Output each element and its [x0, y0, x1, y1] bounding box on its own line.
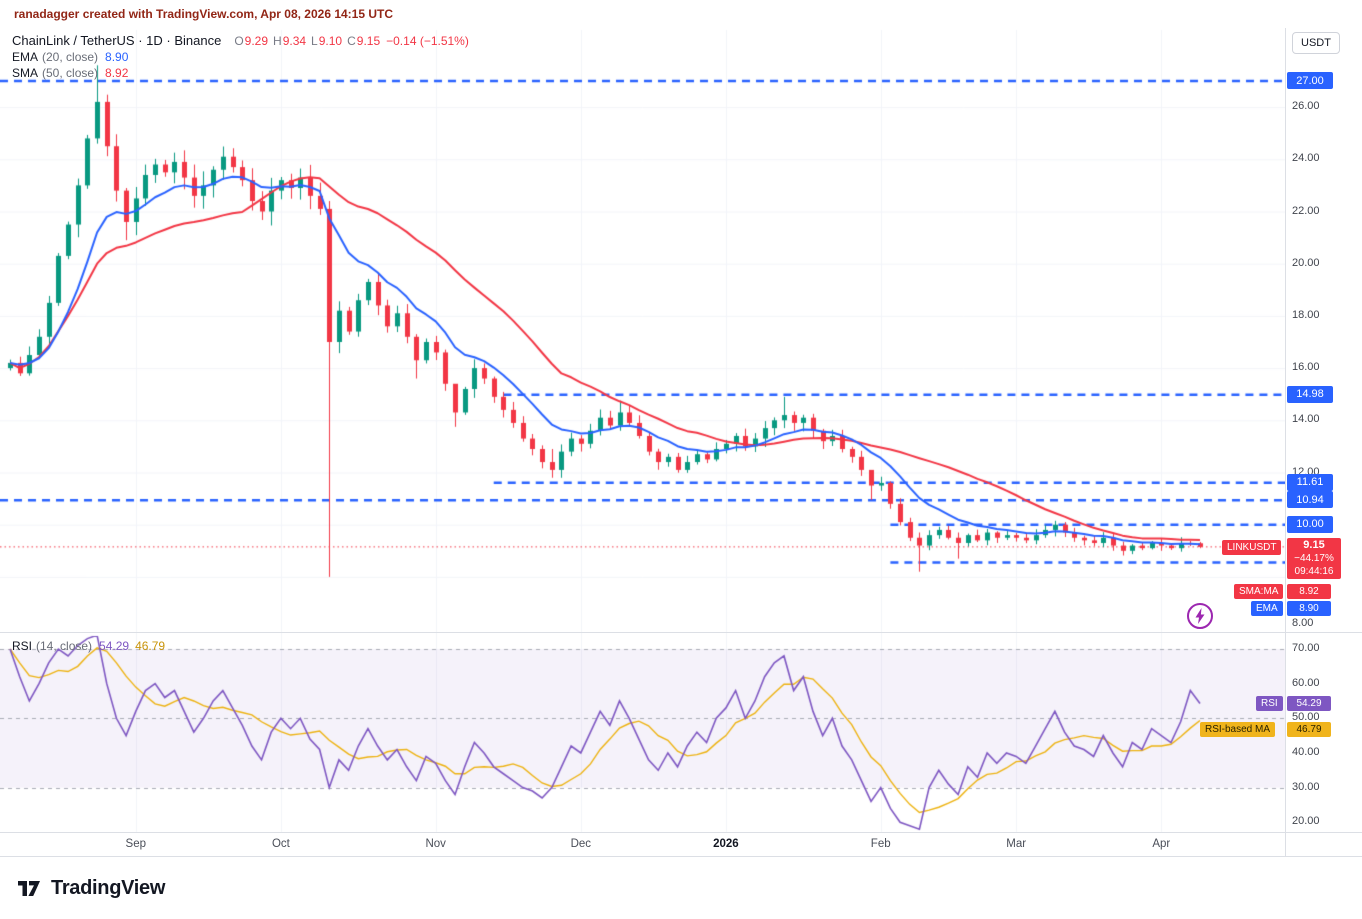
- price-tick-24: 24.00: [1292, 152, 1320, 165]
- price-tick-22: 22.00: [1292, 204, 1320, 217]
- symbol-price-line-tag: LINKUSDT: [1222, 540, 1282, 555]
- price-tick-8: 8.00: [1292, 617, 1314, 629]
- time-label-Sep[interactable]: Sep: [125, 838, 146, 850]
- chart-area: ChainLink / TetherUS · 1D · Binance O 9.…: [0, 0, 1362, 860]
- ema-axis-value: 8.90: [1287, 601, 1331, 616]
- ema-name: EMA: [12, 50, 39, 64]
- level-badge-10.00: 10.00: [1287, 515, 1333, 533]
- close-label: C: [347, 34, 356, 48]
- last-price-value: 9.15: [1303, 539, 1325, 551]
- rsi-value: 54.29: [99, 639, 130, 653]
- price-tick-26: 26.00: [1292, 100, 1320, 113]
- currency-axis-toggle[interactable]: USDT: [1292, 32, 1340, 54]
- ema-legend-row[interactable]: EMA (20, close) 8.90: [12, 49, 469, 65]
- price-tick-20: 20.00: [1292, 256, 1320, 269]
- ema-line-tag[interactable]: EMA: [1251, 601, 1283, 616]
- rsi-ma-line-tag[interactable]: RSI-based MA: [1200, 722, 1276, 737]
- ema-params: (20, close): [42, 50, 99, 64]
- price-tick-14: 14.00: [1292, 413, 1320, 426]
- level-badge-27.00: 27.00: [1287, 72, 1333, 89]
- close-value: 9.15: [356, 34, 381, 48]
- rsi-axis-value: 54.29: [1287, 696, 1331, 711]
- low-value: 9.10: [318, 34, 343, 48]
- rsi-params: (14, close): [36, 639, 93, 653]
- main-legend: ChainLink / TetherUS · 1D · Binance O 9.…: [12, 33, 469, 81]
- price-scale-separator[interactable]: [1285, 28, 1286, 856]
- rsi-tick-40: 40.00: [1292, 745, 1320, 758]
- time-label-Apr[interactable]: Apr: [1152, 838, 1171, 850]
- time-label-Mar[interactable]: Mar: [1006, 838, 1027, 850]
- level-badge-10.94: 10.94: [1287, 491, 1333, 509]
- open-value: 9.29: [244, 34, 269, 48]
- price-tick-18: 18.00: [1292, 308, 1320, 321]
- time-label-2026[interactable]: 2026: [713, 838, 739, 850]
- symbol-title[interactable]: ChainLink / TetherUS · 1D · Binance: [12, 33, 222, 48]
- change-value: −0.14 (−1.51%): [386, 34, 469, 48]
- quick-trade-lightning-icon[interactable]: [1186, 602, 1214, 630]
- open-label: O: [234, 34, 244, 48]
- sma-name: SMA: [12, 66, 39, 80]
- level-badge-14.98: 14.98: [1287, 385, 1333, 403]
- price-tick-16: 16.00: [1292, 361, 1320, 374]
- sma-params: (50, close): [42, 66, 99, 80]
- ema-value: 8.90: [105, 50, 129, 64]
- rsi-tick-60: 60.00: [1292, 676, 1320, 689]
- rsi-tick-50: 50.00: [1292, 711, 1320, 724]
- symbol-legend-row[interactable]: ChainLink / TetherUS · 1D · Binance O 9.…: [12, 33, 469, 49]
- time-label-Nov[interactable]: Nov: [425, 838, 446, 850]
- level-badge-11.61: 11.61: [1287, 473, 1333, 491]
- rsi-tick-20: 20.00: [1292, 815, 1320, 828]
- time-label-Dec[interactable]: Dec: [570, 838, 592, 850]
- high-value: 9.34: [282, 34, 307, 48]
- sma-legend-row[interactable]: SMA (50, close) 8.92: [12, 65, 469, 81]
- sma-axis-value: 8.92: [1287, 584, 1331, 599]
- sma-line-tag[interactable]: SMA:MA: [1234, 584, 1284, 599]
- high-label: H: [273, 34, 282, 48]
- tradingview-logo-icon[interactable]: [16, 876, 44, 900]
- sma-value: 8.92: [105, 66, 129, 80]
- time-axis-separator: [0, 832, 1362, 833]
- rsi-tick-70: 70.00: [1292, 642, 1320, 654]
- low-label: L: [311, 34, 318, 48]
- rsi-legend[interactable]: RSI (14, close) 54.29 46.79: [12, 638, 165, 654]
- time-label-Oct[interactable]: Oct: [271, 838, 290, 850]
- rsi-ma-axis-value: 46.79: [1287, 722, 1331, 737]
- tradingview-logo-text[interactable]: TradingView: [51, 876, 166, 899]
- rsi-line-tag[interactable]: RSI: [1256, 696, 1283, 711]
- price-rsi-chart-canvas[interactable]: [0, 0, 1285, 860]
- rsi-tick-30: 30.00: [1292, 780, 1320, 793]
- last-price-badge: 9.15 −44.17% 09:44:16: [1287, 538, 1341, 579]
- rsi-ma-value: 46.79: [135, 639, 166, 653]
- pane-separator[interactable]: [0, 632, 1362, 633]
- attribution-text: ranadagger created with TradingView.com,…: [14, 7, 394, 21]
- time-label-Feb[interactable]: Feb: [870, 838, 891, 850]
- footer: TradingView: [0, 857, 1362, 919]
- rsi-name: RSI: [12, 639, 33, 653]
- chart-bottom-separator: [0, 856, 1362, 857]
- last-price-change-pct: −44.17%: [1294, 553, 1334, 564]
- bar-close-countdown: 09:44:16: [1294, 566, 1334, 577]
